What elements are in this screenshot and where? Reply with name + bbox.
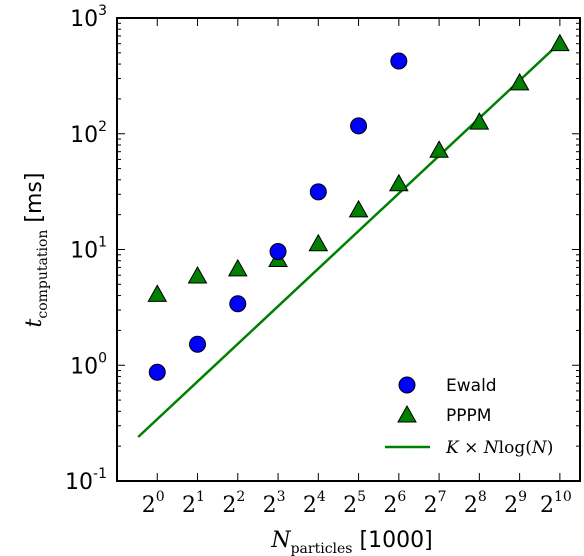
x-tick-labels: 20 21 22 23 24 25 26 27 28 29 210 bbox=[142, 489, 572, 518]
x-tick-label: 210 bbox=[540, 489, 572, 518]
y-tick-labels: 10-1 100 101 102 103 bbox=[65, 3, 107, 495]
legend-pppm-marker bbox=[397, 404, 417, 423]
pppm-point bbox=[469, 112, 490, 130]
y-axis-label: tcomputation [ms] bbox=[22, 173, 51, 328]
y-tick-label: 10-1 bbox=[65, 466, 107, 495]
plot-frame bbox=[116, 17, 581, 482]
x-tick-label: 24 bbox=[303, 489, 326, 518]
ewald-point bbox=[229, 295, 247, 313]
pppm-point bbox=[550, 33, 570, 52]
y-axis-label-sub: computation bbox=[35, 230, 51, 319]
x-tick-label: 26 bbox=[383, 489, 406, 518]
x-tick-label: 25 bbox=[343, 489, 366, 518]
y-tick-label: 100 bbox=[70, 350, 107, 379]
x-tick-label: 28 bbox=[464, 489, 487, 518]
x-tick-label: 20 bbox=[142, 489, 165, 518]
legend-pppm-label: PPPM bbox=[446, 406, 491, 426]
ewald-point bbox=[189, 335, 207, 353]
x-tick-label: 21 bbox=[182, 489, 205, 518]
data-marks bbox=[147, 33, 570, 381]
x-axis-label-sub: particles bbox=[291, 541, 353, 556]
fit-line-layer bbox=[137, 41, 561, 438]
x-tick-label: 23 bbox=[263, 489, 286, 518]
pppm-point bbox=[187, 266, 208, 284]
ewald-point bbox=[148, 363, 166, 381]
x-axis-label-main: N bbox=[270, 528, 291, 553]
x-axis-label: Nparticles [1000] bbox=[270, 528, 432, 556]
ewald-point bbox=[390, 52, 408, 70]
pppm-point bbox=[348, 199, 369, 218]
pppm-point bbox=[227, 258, 248, 277]
legend-ewald-label: Ewald bbox=[446, 376, 497, 396]
x-tick-label: 29 bbox=[504, 489, 527, 518]
y-axis-label-unit: [ms] bbox=[22, 173, 47, 230]
ewald-point bbox=[350, 117, 368, 135]
ewald-point bbox=[269, 243, 287, 261]
pppm-point bbox=[509, 72, 530, 91]
legend-fit-label: K × Nlog(N) bbox=[445, 438, 553, 458]
pppm-point bbox=[308, 233, 329, 252]
legend-ewald-marker bbox=[398, 376, 416, 394]
x-tick-label: 27 bbox=[424, 489, 447, 518]
y-tick-label: 103 bbox=[70, 3, 107, 32]
pppm-point bbox=[147, 284, 168, 302]
y-axis-label-main: t bbox=[22, 318, 47, 327]
y-tick-label: 101 bbox=[70, 235, 107, 264]
legend: Ewald PPPM K × Nlog(N) bbox=[385, 376, 553, 458]
pppm-point bbox=[429, 140, 449, 158]
fit-line bbox=[137, 41, 561, 438]
pppm-point bbox=[388, 173, 409, 192]
y-tick-label: 102 bbox=[70, 119, 107, 148]
x-tick-label: 22 bbox=[222, 489, 245, 518]
ewald-point bbox=[309, 183, 327, 201]
x-axis-label-unit: [1000] bbox=[353, 528, 433, 553]
